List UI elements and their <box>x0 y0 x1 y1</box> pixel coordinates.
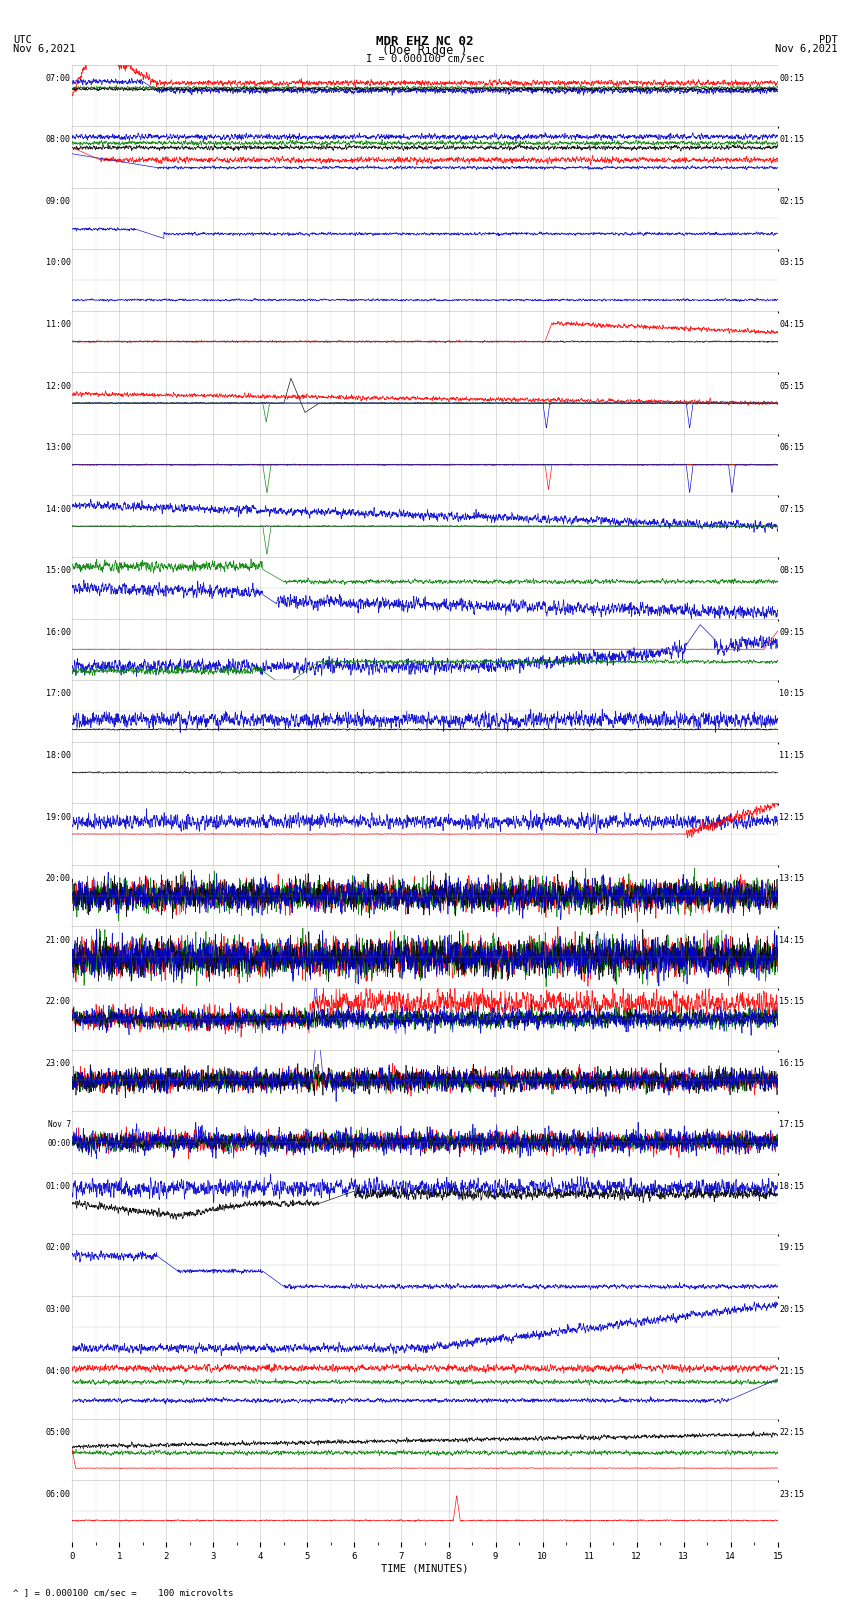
Text: 21:15: 21:15 <box>779 1366 804 1376</box>
Text: 02:00: 02:00 <box>46 1244 71 1252</box>
Text: 10:15: 10:15 <box>779 689 804 698</box>
Text: 15:15: 15:15 <box>779 997 804 1007</box>
Text: I = 0.000100 cm/sec: I = 0.000100 cm/sec <box>366 53 484 65</box>
Text: 01:00: 01:00 <box>46 1182 71 1190</box>
Text: 16:00: 16:00 <box>46 627 71 637</box>
Text: 13:00: 13:00 <box>46 444 71 452</box>
Text: 22:15: 22:15 <box>779 1428 804 1437</box>
Text: 07:15: 07:15 <box>779 505 804 513</box>
Text: 23:15: 23:15 <box>779 1490 804 1498</box>
Text: 11:15: 11:15 <box>779 752 804 760</box>
Text: MDR EHZ NC 02: MDR EHZ NC 02 <box>377 35 473 48</box>
Text: 11:00: 11:00 <box>46 319 71 329</box>
Text: 06:15: 06:15 <box>779 444 804 452</box>
Text: 01:15: 01:15 <box>779 135 804 144</box>
Text: 20:15: 20:15 <box>779 1305 804 1315</box>
Text: Nov 6,2021: Nov 6,2021 <box>774 44 837 55</box>
Text: PDT: PDT <box>819 35 837 45</box>
Text: 19:15: 19:15 <box>779 1244 804 1252</box>
Text: 03:00: 03:00 <box>46 1305 71 1315</box>
Text: (Doe Ridge ): (Doe Ridge ) <box>382 44 468 58</box>
Text: 17:15: 17:15 <box>779 1121 804 1129</box>
Text: 12:00: 12:00 <box>46 382 71 390</box>
Text: 09:00: 09:00 <box>46 197 71 206</box>
Text: 18:00: 18:00 <box>46 752 71 760</box>
Text: 05:15: 05:15 <box>779 382 804 390</box>
Text: 03:15: 03:15 <box>779 258 804 268</box>
Text: 20:00: 20:00 <box>46 874 71 882</box>
Text: 07:00: 07:00 <box>46 74 71 82</box>
Text: 15:00: 15:00 <box>46 566 71 576</box>
Text: Nov 6,2021: Nov 6,2021 <box>13 44 76 55</box>
Text: 22:00: 22:00 <box>46 997 71 1007</box>
Text: 04:15: 04:15 <box>779 319 804 329</box>
Text: 08:00: 08:00 <box>46 135 71 144</box>
Text: 05:00: 05:00 <box>46 1428 71 1437</box>
Text: 12:15: 12:15 <box>779 813 804 821</box>
Text: 09:15: 09:15 <box>779 627 804 637</box>
Text: 17:00: 17:00 <box>46 689 71 698</box>
Text: 00:15: 00:15 <box>779 74 804 82</box>
Text: ^ ] = 0.000100 cm/sec =    100 microvolts: ^ ] = 0.000100 cm/sec = 100 microvolts <box>13 1587 233 1597</box>
X-axis label: TIME (MINUTES): TIME (MINUTES) <box>382 1563 468 1574</box>
Text: 10:00: 10:00 <box>46 258 71 268</box>
Text: 04:00: 04:00 <box>46 1366 71 1376</box>
Text: 23:00: 23:00 <box>46 1058 71 1068</box>
Text: 18:15: 18:15 <box>779 1182 804 1190</box>
Text: Nov 7: Nov 7 <box>48 1121 71 1129</box>
Text: 02:15: 02:15 <box>779 197 804 206</box>
Text: UTC: UTC <box>13 35 31 45</box>
Text: 13:15: 13:15 <box>779 874 804 882</box>
Text: 16:15: 16:15 <box>779 1058 804 1068</box>
Text: 08:15: 08:15 <box>779 566 804 576</box>
Text: 14:15: 14:15 <box>779 936 804 945</box>
Text: 19:00: 19:00 <box>46 813 71 821</box>
Text: 14:00: 14:00 <box>46 505 71 513</box>
Text: 21:00: 21:00 <box>46 936 71 945</box>
Text: 06:00: 06:00 <box>46 1490 71 1498</box>
Text: 00:00: 00:00 <box>48 1139 71 1148</box>
